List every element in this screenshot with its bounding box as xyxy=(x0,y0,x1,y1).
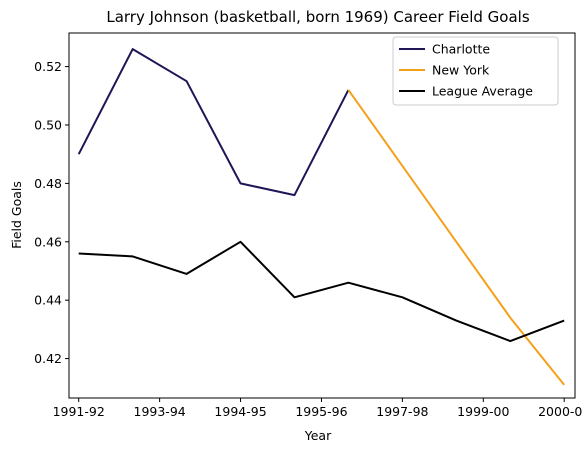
legend: Charlotte New York League Average xyxy=(392,36,559,106)
x-tick-label: 2000-01 xyxy=(538,404,582,419)
x-tick-label: 1994-95 xyxy=(214,404,266,419)
y-tick-label: 0.50 xyxy=(34,117,62,132)
y-tick-label: 0.44 xyxy=(34,293,62,308)
plot-lines xyxy=(77,48,565,386)
legend-box xyxy=(392,36,559,106)
y-axis-title: Field Goals xyxy=(9,181,24,249)
y-tick-label: 0.52 xyxy=(34,59,62,74)
series-line-0 xyxy=(77,48,350,197)
y-tick-label: 0.48 xyxy=(34,176,62,191)
x-tick-label: 1993-94 xyxy=(134,404,186,419)
series-line-1 xyxy=(347,89,565,386)
x-tick-label: 1997-98 xyxy=(376,404,428,419)
x-axis-title: Year xyxy=(304,428,332,443)
y-tick-label: 0.42 xyxy=(34,351,62,366)
y-axis: 0.42 0.44 0.46 0.48 0.50 0.52 xyxy=(34,59,69,366)
x-tick-label: 1995-96 xyxy=(295,404,347,419)
legend-label-2: League Average xyxy=(432,84,533,99)
legend-label-0: Charlotte xyxy=(432,42,490,57)
x-tick-label: 1999-00 xyxy=(457,404,509,419)
y-tick-label: 0.46 xyxy=(34,234,62,249)
plot-frame xyxy=(68,32,576,399)
chart-title: Larry Johnson (basketball, born 1969) Ca… xyxy=(106,8,529,26)
legend-label-1: New York xyxy=(432,63,490,78)
x-axis: 1991-92 1993-94 1994-95 1995-96 1997-98 1999-… xyxy=(53,398,582,419)
x-tick-label: 1991-92 xyxy=(53,404,105,419)
series-line-2 xyxy=(78,240,565,343)
